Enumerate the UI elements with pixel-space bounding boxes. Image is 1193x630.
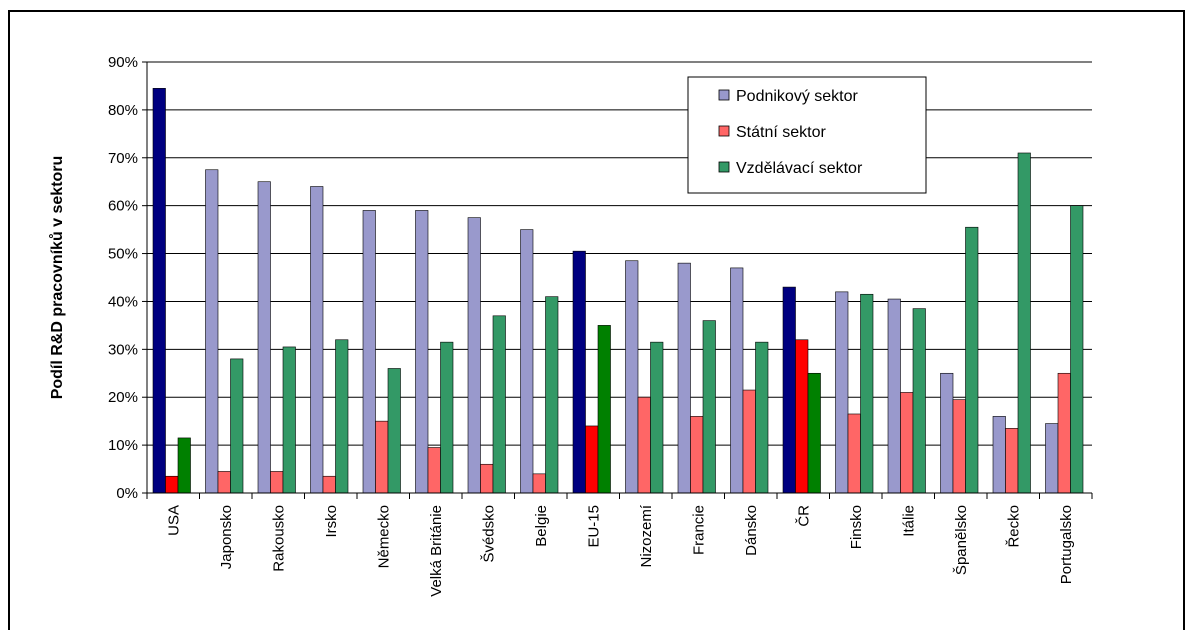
bar-statni [165, 475, 179, 494]
bar-podnikovy [625, 260, 639, 494]
bar-vzdelavaci [702, 320, 716, 494]
bar-statni [375, 420, 389, 494]
x-tick-label: Švédsko [480, 505, 497, 563]
x-tick-label: Itálie [900, 505, 917, 537]
bar-statni [690, 416, 704, 494]
bar-vzdelavaci [965, 226, 979, 494]
bar-vzdelavaci [282, 346, 296, 494]
y-tick-label: 60% [108, 198, 138, 215]
bar-statni [847, 413, 861, 494]
axes: 0% 10% 20% 30% 40% 50% 60% 70% 80% 90% USA Japonsko… [108, 54, 1093, 597]
x-tick-label: Nizozemí [638, 504, 655, 567]
bar-vzdelavaci [807, 372, 821, 494]
x-tick-label: Dánsko [743, 505, 760, 556]
bar-vzdelavaci [230, 358, 244, 494]
bar-statni [427, 447, 441, 494]
y-tick-label: 20% [108, 389, 138, 406]
bar-podnikovy [992, 416, 1006, 494]
bar-vzdelavaci [177, 437, 191, 494]
x-tick-label: Řecko [1005, 505, 1022, 548]
y-axis-label: Podíl R&D pracovníků v sektoru [49, 156, 66, 400]
x-tick-label: Irsko [323, 505, 340, 538]
legend-swatch-statni [718, 125, 730, 137]
bar-podnikovy [205, 169, 219, 494]
bar-vzdelavaci [545, 296, 559, 494]
gridlines [147, 61, 1092, 446]
bar-podnikovy [887, 298, 901, 494]
x-tick-label: USA [165, 505, 182, 536]
bar-vzdelavaci [755, 341, 769, 494]
bar-statni [795, 339, 809, 494]
x-tick-label: Rakousko [270, 505, 287, 572]
bar-podnikovy [362, 210, 376, 494]
bar-podnikovy [940, 372, 954, 494]
bar-statni [270, 471, 284, 494]
bar-vzdelavaci [335, 339, 349, 494]
bar-statni [1057, 372, 1071, 494]
x-tick-label: Německo [375, 505, 392, 568]
x-tick-label: Francie [690, 505, 707, 555]
x-tick-label: Španělsko [953, 505, 970, 575]
legend-swatch-podnikovy [718, 89, 730, 101]
bar-statni [637, 396, 651, 494]
bar-podnikovy [257, 181, 271, 494]
bar-podnikovy [467, 217, 481, 494]
legend-label-vzdelavaci: Vzdělávací sektor [736, 160, 863, 177]
x-tick-label: Belgie [533, 505, 550, 547]
y-tick-label: 0% [116, 485, 138, 502]
bar-podnikovy [730, 267, 744, 494]
y-tick-label: 70% [108, 150, 138, 167]
bar-statni [532, 473, 546, 494]
legend-label-podnikovy: Podnikový sektor [736, 88, 859, 105]
x-tick-label: EU-15 [585, 505, 602, 548]
bar-vzdelavaci [492, 315, 506, 494]
bar-podnikovy [677, 262, 691, 494]
y-tick-label: 10% [108, 437, 138, 454]
bars [152, 88, 1084, 494]
bar-statni [480, 463, 494, 494]
bar-podnikovy [520, 229, 534, 494]
bar-statni [322, 475, 336, 494]
bar-statni [585, 425, 599, 494]
bar-vzdelavaci [387, 368, 401, 494]
bar-vzdelavaci [597, 325, 611, 494]
bar-podnikovy [1045, 423, 1059, 494]
y-tick-label: 40% [108, 293, 138, 310]
x-tick-label: Portugalsko [1058, 505, 1075, 584]
y-tick-label: 80% [108, 102, 138, 119]
bar-statni [742, 389, 756, 494]
bar-podnikovy [572, 250, 586, 494]
x-tick-label: Finsko [848, 505, 865, 549]
bar-vzdelavaci [440, 341, 454, 494]
x-tick-label: ČR [795, 505, 812, 527]
legend-swatch-vzdelavaci [718, 161, 730, 173]
y-tick-label: 30% [108, 341, 138, 358]
chart-frame: 0% 10% 20% 30% 40% 50% 60% 70% 80% 90% USA Japonsko… [8, 10, 1185, 630]
bar-statni [900, 392, 914, 494]
y-tick-label: 50% [108, 246, 138, 263]
legend-label-statni: Státní sektor [736, 124, 826, 141]
bar-vzdelavaci [1070, 205, 1084, 494]
bar-statni [217, 471, 231, 494]
bar-vzdelavaci [1017, 152, 1031, 494]
x-tick-label: Japonsko [218, 505, 235, 569]
bar-podnikovy [835, 291, 849, 494]
bar-podnikovy [152, 88, 166, 494]
bar-statni [1005, 428, 1019, 494]
bar-chart: 0% 10% 20% 30% 40% 50% 60% 70% 80% 90% USA Japonsko… [49, 54, 1093, 597]
bar-statni [952, 399, 966, 494]
x-tick-label: Velká Británie [428, 505, 445, 597]
y-tick-label: 90% [108, 54, 138, 71]
bar-vzdelavaci [650, 341, 664, 494]
bar-podnikovy [415, 210, 429, 494]
legend: Podnikový sektor Státní sektor Vzdělávac… [687, 76, 927, 194]
bar-podnikovy [310, 186, 324, 494]
bar-podnikovy [782, 286, 796, 494]
bar-vzdelavaci [860, 293, 874, 494]
bar-vzdelavaci [912, 308, 926, 494]
